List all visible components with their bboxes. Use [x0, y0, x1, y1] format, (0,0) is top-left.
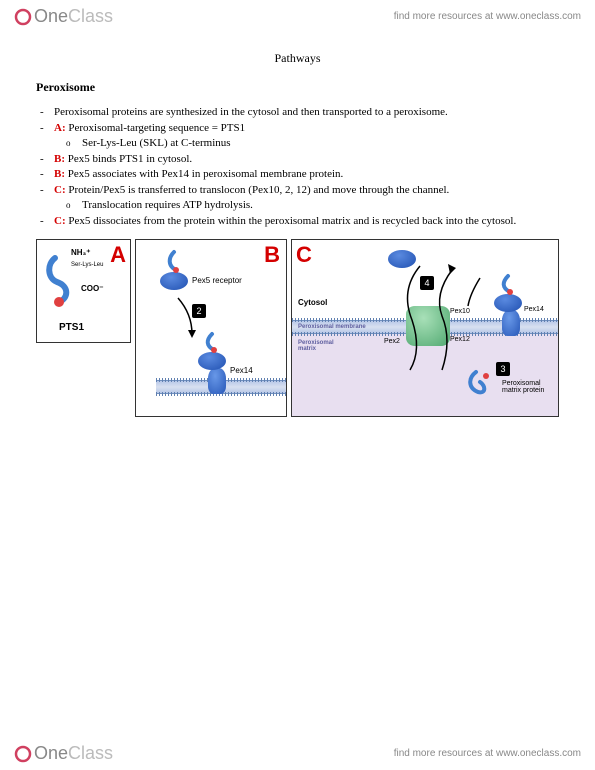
section-heading: Peroxisome — [36, 80, 559, 95]
label-b: B: — [54, 168, 65, 180]
released-protein-icon — [466, 368, 494, 400]
cytosol-label: Cytosol — [298, 298, 327, 307]
pex14-icon — [208, 368, 226, 394]
list-item: A: Peroxisomal-targeting sequence = PTS1… — [54, 121, 559, 151]
membrane-label: Peroxisomal membrane — [298, 324, 366, 330]
bullet-text: Peroxisomal-targeting sequence = PTS1 — [66, 122, 246, 134]
page-title: Pathways — [36, 51, 559, 66]
sub-list: Ser-Lys-Leu (SKL) at C-terminus — [54, 136, 559, 151]
panel-c-label: C — [296, 242, 312, 268]
bullet-text: Pex5 binds PTS1 in cytosol. — [65, 153, 192, 165]
sub-item: Translocation requires ATP hydrolysis. — [82, 198, 559, 213]
matrix-protein-label: Peroxisomal matrix protein — [502, 380, 552, 394]
sub-list: Translocation requires ATP hydrolysis. — [54, 198, 559, 213]
panel-a: A NH₃⁺ Ser-Lys-Leu COO⁻ PTS1 — [36, 239, 131, 343]
pex5-receptor-label: Pex5 receptor — [192, 276, 242, 285]
sub-text: Translocation requires ATP hydrolysis. — [82, 199, 253, 211]
page-header: OneClass find more resources at www.onec… — [0, 0, 595, 33]
diagram-row: A NH₃⁺ Ser-Lys-Leu COO⁻ PTS1 B Pex5 rece… — [36, 239, 559, 417]
list-item: C: Pex5 dissociates from the protein wit… — [54, 214, 559, 229]
cargo-squiggle-icon — [166, 248, 190, 278]
document-content: Pathways Peroxisome Peroxisomal proteins… — [0, 33, 595, 427]
pex14-c-icon — [502, 310, 520, 336]
bullet-text: Protein/Pex5 is transferred to transloco… — [66, 184, 450, 196]
label-c: C: — [54, 215, 66, 227]
bullet-text: Pex5 associates with Pex14 in peroxisoma… — [65, 168, 343, 180]
protein-squiggle-icon — [43, 252, 97, 312]
logo-text-class: Class — [68, 6, 113, 27]
cargo-bound-icon — [204, 330, 228, 358]
pts1-label: PTS1 — [59, 322, 84, 333]
logo: OneClass — [14, 6, 113, 27]
list-item: B: Pex5 binds PTS1 in cytosol. — [54, 152, 559, 167]
cargo-c-icon — [500, 272, 524, 300]
step-3-badge: 3 — [496, 362, 510, 376]
panel-a-label: A — [110, 242, 126, 268]
list-item: Peroxisomal proteins are synthesized in … — [54, 105, 559, 120]
bullet-text: Pex5 dissociates from the protein within… — [66, 215, 517, 227]
list-item: C: Protein/Pex5 is transferred to transl… — [54, 183, 559, 213]
footer-logo-one: One — [34, 743, 68, 764]
arrow-icon — [172, 294, 202, 344]
label-a: A: — [54, 122, 66, 134]
list-item: B: Pex5 associates with Pex14 in peroxis… — [54, 167, 559, 182]
panel-c: C Cytosol Peroxisomal membrane Peroxisom… — [291, 239, 559, 417]
footer-logo: OneClass — [14, 743, 113, 764]
label-b: B: — [54, 153, 65, 165]
panel-b-label: B — [264, 242, 280, 268]
panel-b: B Pex5 receptor 2 Pex14 — [135, 239, 287, 417]
pex14-c-label: Pex14 — [524, 306, 544, 313]
skl-label: Ser-Lys-Leu — [71, 262, 103, 268]
label-c: C: — [54, 184, 66, 196]
page-footer: OneClass find more resources at www.onec… — [0, 737, 595, 770]
bullet-text: Peroxisomal proteins are synthesized in … — [54, 106, 448, 118]
nh3-label: NH₃⁺ — [71, 248, 90, 257]
logo-text-one: One — [34, 6, 68, 27]
sub-text: Ser-Lys-Leu (SKL) at C-terminus — [82, 137, 231, 149]
matrix-label: Peroxisomal matrix — [298, 340, 346, 352]
footer-link[interactable]: find more resources at www.oneclass.com — [394, 748, 581, 759]
header-link[interactable]: find more resources at www.oneclass.com — [394, 11, 581, 22]
coo-label: COO⁻ — [81, 284, 103, 293]
footer-logo-class: Class — [68, 743, 113, 764]
logo-circle-icon — [14, 8, 32, 26]
pex14-label: Pex14 — [230, 366, 253, 375]
bullet-list: Peroxisomal proteins are synthesized in … — [36, 105, 559, 229]
logo-circle-icon — [14, 745, 32, 763]
sub-item: Ser-Lys-Leu (SKL) at C-terminus — [82, 136, 559, 151]
